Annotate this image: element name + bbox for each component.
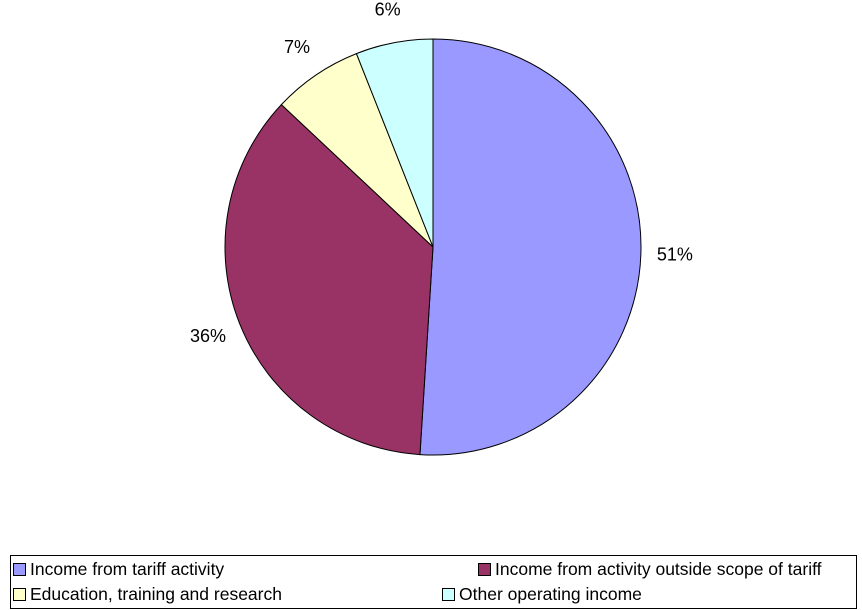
legend-item-tariff: Income from tariff activity [13, 558, 224, 580]
legend-label-outside-tariff: Income from activity outside scope of ta… [495, 558, 822, 579]
legend-swatch-education [13, 587, 26, 601]
legend-label-other: Other operating income [459, 583, 642, 604]
legend-swatch-outside-tariff [478, 562, 491, 576]
legend-item-other: Other operating income [442, 583, 642, 605]
legend-label-tariff: Income from tariff activity [30, 558, 225, 579]
legend-label-education: Education, training and research [30, 583, 282, 604]
pie-slice-outside-tariff [224, 103, 434, 456]
pie-slice-tariff [419, 38, 642, 456]
data-label-education: 7% [284, 37, 310, 57]
legend-item-outside-tariff: Income from activity outside scope of ta… [478, 558, 821, 580]
legend-item-education: Education, training and research [13, 583, 282, 605]
data-label-other: 6% [375, 0, 401, 19]
data-label-tariff: 51% [657, 245, 693, 265]
chart-legend: Income from tariff activity Income from … [10, 555, 857, 609]
pie-slice-other [355, 38, 434, 248]
data-label-outside-tariff: 36% [190, 326, 226, 346]
legend-swatch-tariff [13, 562, 26, 576]
legend-swatch-other [442, 587, 455, 601]
pie-chart: 51% 36% 7% 6% [190, 0, 693, 456]
